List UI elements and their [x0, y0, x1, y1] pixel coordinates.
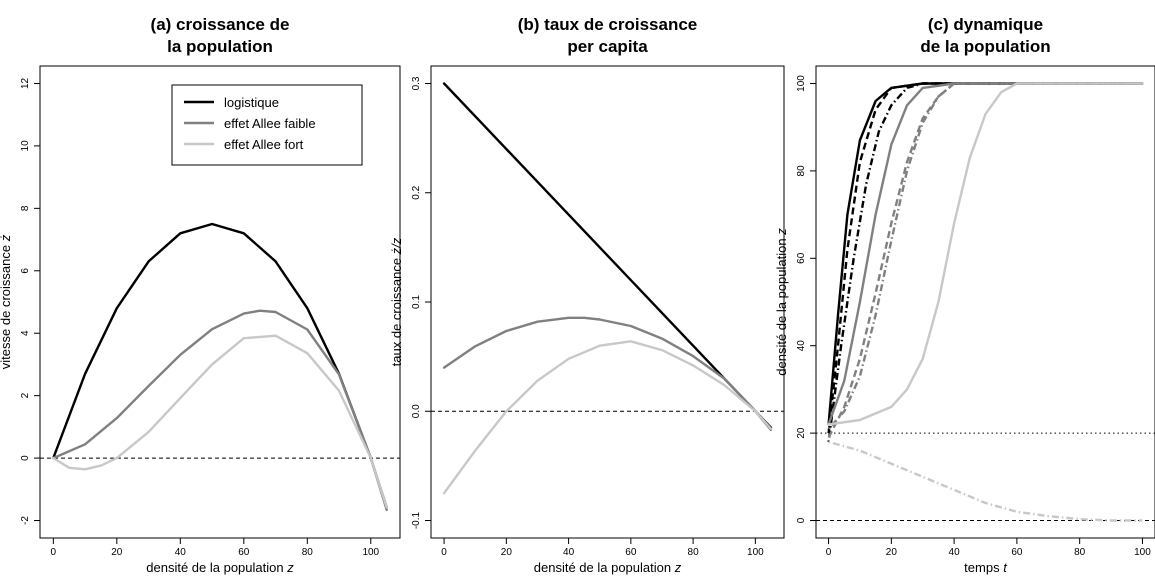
y-tick-label: 0: [20, 455, 31, 461]
x-tick-label: 0: [441, 547, 447, 558]
series-line-2: [442, 316, 773, 431]
y-tick-label: 0.0: [411, 404, 422, 418]
series-line-4: [827, 82, 1144, 426]
y-tick-label: 4: [20, 330, 31, 336]
series-line-3: [827, 82, 1143, 443]
legend: logistique effet Allee faible effet Allee …: [171, 84, 363, 166]
legend-entry-label: effet Allee fort: [224, 137, 304, 152]
x-tick-label: 80: [302, 547, 314, 558]
y-tick-label: 2: [20, 392, 31, 398]
y-tick-label: 0: [796, 517, 807, 523]
chart-title-line: (a) croissance de: [151, 15, 290, 34]
series-line-7: [827, 82, 1144, 426]
legend-entry-label: effet Allee faible: [224, 116, 316, 131]
plot-area: [816, 82, 1155, 522]
series-line-2: [827, 82, 1143, 434]
y-axis-label: densité de la population z: [774, 228, 789, 376]
series-line-5: [827, 82, 1143, 430]
x-tick-label: 40: [563, 547, 575, 558]
x-axis-label: temps t: [964, 560, 1008, 575]
panel-2: (b) taux de croissance per capita 0 20 40 60 8…: [389, 15, 785, 575]
y-tick-label: 0.2: [411, 185, 422, 199]
x-tick-label: 80: [1074, 547, 1086, 558]
series-line-3: [442, 340, 773, 495]
y-tick-label: 12: [20, 77, 31, 89]
y-tick-label: 10: [20, 140, 31, 152]
chart-title-line: de la population: [920, 37, 1050, 56]
y-tick-label: 100: [796, 75, 807, 92]
y-tick-label: -2: [20, 516, 31, 525]
y-tick-label: -0.1: [411, 511, 422, 529]
x-tick-label: 20: [886, 547, 898, 558]
x-tick-label: 60: [625, 547, 637, 558]
legend-entry-label: logistique: [224, 95, 279, 110]
y-tick-label: 60: [796, 252, 807, 264]
series-line-2: [52, 309, 388, 512]
plot-frame: [39, 65, 401, 539]
y-axis-label: vitesse de croissance ż: [0, 234, 13, 369]
x-tick-label: 0: [51, 547, 57, 558]
series-line-1: [442, 82, 773, 429]
series-line-6: [827, 82, 1143, 439]
y-tick-label: 8: [20, 205, 31, 211]
plot-area: [431, 82, 784, 495]
panel-3: (c) dynamique de la population 0 20 40 60 80 10…: [774, 15, 1155, 575]
y-axis-label: taux de croissance ż/z: [389, 237, 404, 366]
plot-area: [40, 222, 400, 512]
series-line-3: [52, 334, 388, 509]
x-tick-label: 60: [1011, 547, 1023, 558]
x-tick-label: 60: [238, 547, 250, 558]
x-tick-label: 20: [111, 547, 123, 558]
x-tick-label: 80: [688, 547, 700, 558]
x-tick-label: 100: [747, 547, 764, 558]
plot-frame: [430, 65, 785, 539]
plot-frame: [815, 65, 1155, 539]
y-tick-label: 20: [796, 427, 807, 439]
x-tick-label: 40: [949, 547, 961, 558]
x-tick-label: 100: [1134, 547, 1151, 558]
series-line-8: [828, 440, 1143, 522]
y-tick-label: 0.1: [411, 295, 422, 309]
chart-title-line: per capita: [567, 37, 648, 56]
chart-title-line: (c) dynamique: [928, 15, 1043, 34]
x-tick-label: 20: [501, 547, 513, 558]
y-tick-label: 0.3: [411, 76, 422, 90]
y-tick-label: 6: [20, 268, 31, 274]
legend-box: [171, 84, 363, 166]
y-tick-label: 80: [796, 165, 807, 177]
x-axis-label: densité de la population z: [146, 560, 294, 575]
x-tick-label: 0: [826, 547, 832, 558]
y-tick-label: 40: [796, 340, 807, 352]
chart-title-line: la population: [167, 37, 273, 56]
series-line-1: [827, 82, 1144, 426]
x-axis-label: densité de la population z: [534, 560, 682, 575]
x-tick-label: 40: [175, 547, 187, 558]
x-tick-label: 100: [362, 547, 379, 558]
chart-title-line: (b) taux de croissance: [518, 15, 698, 34]
